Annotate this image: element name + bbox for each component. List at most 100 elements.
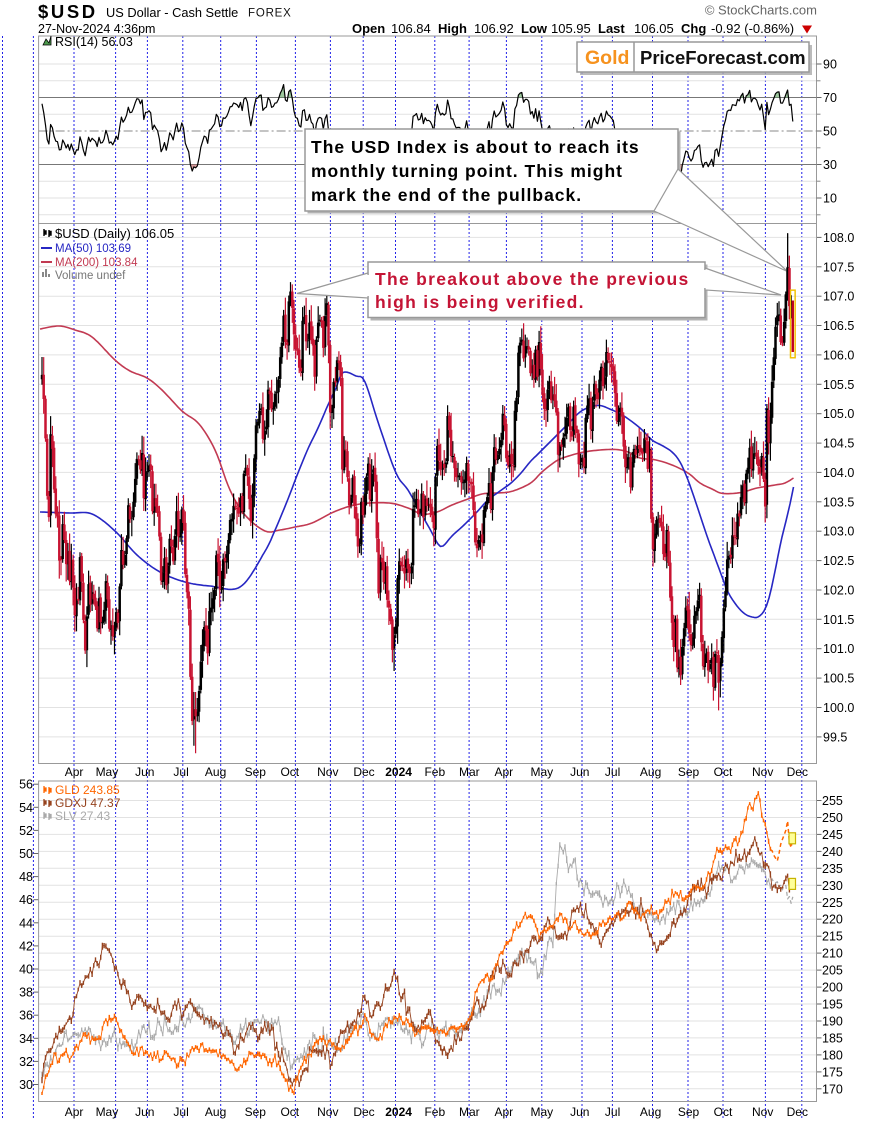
svg-text:MA(50) 103.69: MA(50) 103.69 xyxy=(55,243,131,255)
svg-text:Apr: Apr xyxy=(494,765,513,779)
svg-text:32: 32 xyxy=(19,1055,33,1069)
svg-text:GDXJ 47.37: GDXJ 47.37 xyxy=(55,796,121,810)
svg-text:170: 170 xyxy=(822,1082,843,1096)
svg-text:180: 180 xyxy=(822,1048,843,1062)
svg-text:107.5: 107.5 xyxy=(823,260,854,274)
svg-text:-0.92 (-0.86%): -0.92 (-0.86%) xyxy=(711,21,794,36)
svg-text:FOREX: FOREX xyxy=(248,8,292,20)
svg-text:High: High xyxy=(438,21,467,36)
svg-text:103.0: 103.0 xyxy=(823,525,854,539)
svg-text:Sep: Sep xyxy=(678,765,700,779)
svg-text:2024: 2024 xyxy=(385,765,412,779)
svg-text:70: 70 xyxy=(823,91,837,105)
svg-text:MA(200) 103.84: MA(200) 103.84 xyxy=(55,257,138,269)
svg-text:© StockCharts.com: © StockCharts.com xyxy=(705,3,817,18)
svg-text:102.0: 102.0 xyxy=(823,584,854,598)
svg-text:106.92: 106.92 xyxy=(474,21,514,36)
svg-text:SLV 27.43: SLV 27.43 xyxy=(55,809,110,823)
svg-text:210: 210 xyxy=(822,947,843,961)
svg-text:Apr: Apr xyxy=(65,1105,84,1119)
svg-text:105.0: 105.0 xyxy=(823,407,854,421)
svg-text:mark the end of the pullback.: mark the end of the pullback. xyxy=(311,185,582,205)
svg-text:225: 225 xyxy=(822,896,843,910)
svg-text:50: 50 xyxy=(19,847,33,861)
svg-text:36: 36 xyxy=(19,1009,33,1023)
svg-text:$USD: $USD xyxy=(38,1,98,22)
svg-text:Open: Open xyxy=(352,21,385,36)
svg-text:52: 52 xyxy=(19,824,33,838)
svg-text:105.95: 105.95 xyxy=(551,21,591,36)
svg-text:Low: Low xyxy=(521,21,548,36)
svg-text:106.05: 106.05 xyxy=(634,21,674,36)
svg-text:Jun: Jun xyxy=(135,1105,154,1119)
svg-text:Mar: Mar xyxy=(459,765,480,779)
svg-text:Aug: Aug xyxy=(205,1105,226,1119)
svg-text:Apr: Apr xyxy=(65,765,84,779)
svg-text:Feb: Feb xyxy=(424,765,445,779)
svg-text:107.0: 107.0 xyxy=(823,290,854,304)
svg-text:106.5: 106.5 xyxy=(823,319,854,333)
svg-text:Aug: Aug xyxy=(640,765,661,779)
svg-text:Aug: Aug xyxy=(640,1105,661,1119)
svg-text:GLD 243.85: GLD 243.85 xyxy=(55,783,120,797)
svg-text:Nov: Nov xyxy=(752,765,773,779)
svg-text:high is being verified.: high is being verified. xyxy=(375,292,585,312)
svg-text:40: 40 xyxy=(19,963,33,977)
svg-text:Mar: Mar xyxy=(459,1105,480,1119)
svg-text:30: 30 xyxy=(19,1078,33,1092)
svg-text:108.0: 108.0 xyxy=(823,231,854,245)
svg-text:May: May xyxy=(96,765,119,779)
svg-text:Volume undef: Volume undef xyxy=(55,270,126,282)
svg-text:Feb: Feb xyxy=(424,1105,445,1119)
svg-text:Jun: Jun xyxy=(135,765,154,779)
svg-text:103.5: 103.5 xyxy=(823,495,854,509)
svg-text:Oct: Oct xyxy=(714,1105,733,1119)
svg-text:101.5: 101.5 xyxy=(823,613,854,627)
svg-text:104.0: 104.0 xyxy=(823,466,854,480)
svg-text:Sep: Sep xyxy=(245,765,267,779)
svg-text:Oct: Oct xyxy=(714,765,733,779)
svg-text:240: 240 xyxy=(822,845,843,859)
svg-text:Oct: Oct xyxy=(280,765,299,779)
svg-text:106.84: 106.84 xyxy=(391,21,431,36)
svg-text:Nov: Nov xyxy=(317,765,338,779)
svg-text:Dec: Dec xyxy=(787,1105,808,1119)
svg-text:Jul: Jul xyxy=(605,1105,620,1119)
svg-text:100.0: 100.0 xyxy=(823,701,854,715)
svg-text:Jul: Jul xyxy=(173,1105,188,1119)
svg-text:US Dollar - Cash Settle: US Dollar - Cash Settle xyxy=(106,5,238,20)
svg-text:Jun: Jun xyxy=(570,1105,589,1119)
svg-text:38: 38 xyxy=(19,986,33,1000)
svg-text:50: 50 xyxy=(823,125,837,139)
svg-text:205: 205 xyxy=(822,964,843,978)
svg-text:PriceForecast.com: PriceForecast.com xyxy=(640,47,806,68)
svg-text:104.5: 104.5 xyxy=(823,437,854,451)
svg-text:245: 245 xyxy=(822,828,843,842)
svg-text:175: 175 xyxy=(822,1065,843,1079)
svg-text:10: 10 xyxy=(823,192,837,206)
svg-text:30: 30 xyxy=(823,158,837,172)
svg-text:42: 42 xyxy=(19,939,33,953)
svg-text:255: 255 xyxy=(822,794,843,808)
svg-text:200: 200 xyxy=(822,981,843,995)
svg-text:250: 250 xyxy=(822,811,843,825)
svg-text:90: 90 xyxy=(823,58,837,72)
svg-text:Sep: Sep xyxy=(245,1105,267,1119)
svg-text:Gold: Gold xyxy=(585,47,629,69)
svg-text:Apr: Apr xyxy=(494,1105,513,1119)
svg-text:The USD Index is about to reac: The USD Index is about to reach its xyxy=(311,137,640,157)
svg-text:Jul: Jul xyxy=(605,765,620,779)
svg-text:106.0: 106.0 xyxy=(823,348,854,362)
svg-text:102.5: 102.5 xyxy=(823,554,854,568)
svg-text:Last: Last xyxy=(598,21,625,36)
svg-text:RSI(14) 56.03: RSI(14) 56.03 xyxy=(55,35,133,49)
svg-text:The breakout above the previou: The breakout above the previous xyxy=(375,269,690,289)
svg-text:Aug: Aug xyxy=(205,765,226,779)
svg-text:220: 220 xyxy=(822,913,843,927)
svg-text:54: 54 xyxy=(19,801,33,815)
svg-text:Sep: Sep xyxy=(678,1105,700,1119)
svg-text:230: 230 xyxy=(822,879,843,893)
svg-text:Chg: Chg xyxy=(681,21,706,36)
svg-text:May: May xyxy=(530,765,553,779)
svg-text:48: 48 xyxy=(19,870,33,884)
